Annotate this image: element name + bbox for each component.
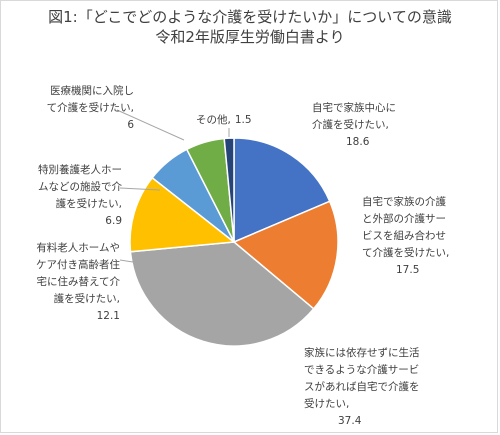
label-value: 1.5 (234, 114, 252, 126)
data-label-home-family: 自宅で家族中心に 介護を受けたい, 18.6 (312, 100, 396, 151)
label-line: ムなどの施設で介 (38, 181, 122, 193)
label-value: 6.9 (105, 215, 122, 227)
leader-line (119, 187, 161, 191)
label-line: 受けたい, (304, 398, 350, 410)
label-line: 医療機関に入院し (50, 85, 134, 97)
label-line: て介護を受けたい, (362, 247, 450, 259)
label-line: 有料老人ホームや (36, 242, 120, 254)
chart-subtitle: 令和2年版厚生労働白書より (155, 28, 345, 46)
label-line: と外部の介護サー (362, 213, 446, 225)
pie-slice-other (223, 137, 235, 243)
data-label-home-services: 家族には依存せずに生活 できるような介護サービ スがあれば自宅で介護を 受けたい, 37… (304, 345, 420, 430)
label-line: 護を受けたい, (53, 293, 120, 305)
label-value: 12.1 (96, 310, 120, 322)
chart-title: 図1:「どこでどのような介護を受けたいか」についての意識 (48, 8, 452, 26)
pie-slice-home-family (233, 137, 331, 244)
label-line: ビスを組み合わせ (362, 230, 446, 242)
pie-slice-private-residence (129, 176, 236, 253)
data-label-other: その他, 1.5 (196, 112, 252, 129)
label-line: 自宅で家族の介護 (362, 196, 446, 208)
data-label-home-combined: 自宅で家族の介護 と外部の介護サー ビスを組み合わせ て介護を受けたい, 17.5 (362, 194, 449, 279)
data-label-nursing-home: 特別養護老人ホー ムなどの施設で介護を受けたい, 6.9 (8, 162, 122, 230)
label-line: 護を受けたい, (55, 198, 122, 210)
pie-slice-home-services (129, 241, 315, 347)
label-line: 特別養護老人ホー (38, 164, 122, 176)
label-value: 37.4 (338, 415, 362, 427)
label-line: できるような介護サービ (304, 364, 420, 376)
label-value: 18.6 (346, 136, 370, 148)
leader-line (119, 259, 134, 263)
label-value: 17.5 (396, 264, 420, 276)
label-line: て介護を受けたい, (46, 102, 134, 114)
pie-slice-home-combined (232, 200, 339, 310)
label-line: その他, (196, 114, 231, 126)
label-line: ケア付き高齢者住 (36, 259, 120, 271)
label-line: 自宅で家族中心に (312, 102, 396, 114)
label-value: 6 (127, 119, 134, 131)
data-label-private-residence: 有料老人ホームや ケア付き高齢者住 宅に住み替えて介護を受けたい, 12.1 (6, 240, 120, 325)
data-label-hospital: 医療機関に入院し て介護を受けたい, 6 (20, 83, 134, 134)
label-line: 家族には依存せずに生活 (304, 347, 420, 359)
label-line: 宅に住み替えて介 (36, 276, 120, 288)
leader-line (116, 109, 185, 141)
label-line: スがあれば自宅で介護を (304, 381, 420, 393)
label-line: 介護を受けたい, (312, 119, 389, 131)
